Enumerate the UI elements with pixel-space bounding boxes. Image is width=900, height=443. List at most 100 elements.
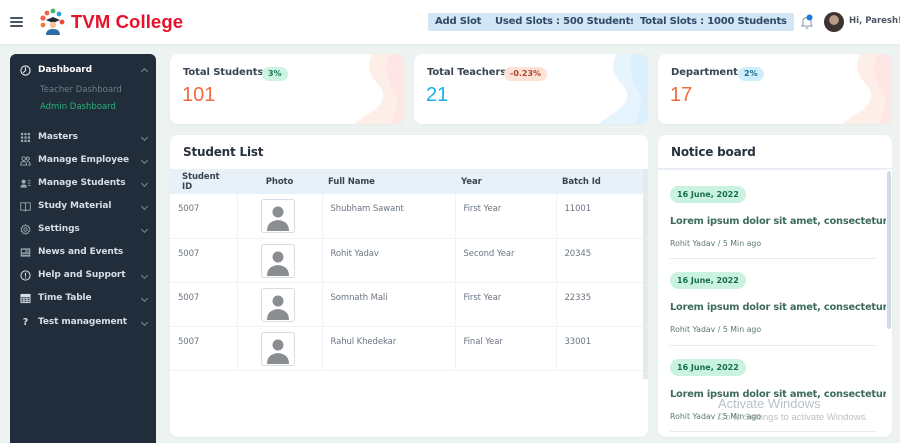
newspaper-icon xyxy=(20,247,31,257)
cell-photo xyxy=(237,238,323,283)
column-header-photo[interactable]: Photo xyxy=(237,169,322,194)
sidebar-item-time-table[interactable]: Time Table xyxy=(10,288,156,308)
sidebar-item-dashboard[interactable]: Dashboard xyxy=(10,60,156,80)
notice-date-badge: 16 June, 2022 xyxy=(670,272,746,289)
student-photo-placeholder-icon xyxy=(260,243,295,278)
stat-card-department: Department 2% 17 xyxy=(658,54,892,124)
total-slots-badge: Total Slots : 1000 Students xyxy=(633,13,794,31)
student-list-panel: Student List Student ID Photo Full Name … xyxy=(170,135,648,437)
stat-card-total-students: Total Students 3% 101 xyxy=(170,54,404,124)
sidebar-item-label: Test management xyxy=(38,317,128,327)
sidebar-item-settings[interactable]: Settings xyxy=(10,219,156,239)
stat-badge: -0.23% xyxy=(504,67,548,81)
sidebar-item-help-and-support[interactable]: Help and Support xyxy=(10,265,156,285)
cell-full-name: Rohit Yadav xyxy=(322,238,456,283)
sidebar-item-news-and-events[interactable]: News and Events xyxy=(10,242,156,262)
sidebar-item-label: Help and Support xyxy=(38,270,126,280)
stat-title: Total Students xyxy=(183,67,264,78)
book-icon xyxy=(20,201,31,212)
stat-badge: 3% xyxy=(262,67,288,81)
chevron-down-icon xyxy=(140,225,149,233)
chevron-down-icon xyxy=(140,202,149,210)
info-circle-icon xyxy=(20,269,31,281)
table-scrollbar[interactable] xyxy=(643,169,648,379)
notice-item[interactable]: 16 June, 2022 Lorem ipsum dolor sit amet… xyxy=(670,355,888,421)
add-slot-button[interactable]: Add Slot xyxy=(428,13,489,31)
column-header-student-id[interactable]: Student ID xyxy=(170,169,237,194)
cell-year: First Year xyxy=(455,194,557,239)
question-icon: ? xyxy=(22,316,29,328)
table-row[interactable]: 5007 Rahul Khedekar Final Year 33001 xyxy=(170,326,643,371)
sidebar-item-label: Settings xyxy=(38,224,80,234)
chevron-down-icon xyxy=(140,156,149,164)
student-photo-placeholder-icon xyxy=(260,199,295,233)
used-slots-badge: Used Slots : 500 Students xyxy=(488,13,643,31)
decorative-blob xyxy=(842,54,892,124)
notice-board-title: Notice board xyxy=(671,145,756,159)
user-avatar[interactable] xyxy=(824,12,844,32)
stat-value: 17 xyxy=(670,84,693,106)
sidebar: Dashboard Teacher Dashboard Admin Dashbo… xyxy=(10,54,156,443)
stat-value: 101 xyxy=(182,84,216,106)
table-row[interactable]: 5007 Rohit Yadav Second Year 20345 xyxy=(170,238,643,283)
column-header-full-name[interactable]: Full Name xyxy=(322,169,455,194)
sidebar-item-label: News and Events xyxy=(38,247,124,257)
cell-batch-id: 11001 xyxy=(556,194,643,239)
sidebar-item-label: Study Material xyxy=(38,201,112,211)
cell-photo xyxy=(237,326,323,371)
notice-header-divider xyxy=(658,168,892,170)
cell-full-name: Somnath Mali xyxy=(322,282,456,327)
notice-divider xyxy=(670,431,876,432)
decorative-blob xyxy=(354,54,404,124)
dashboard-gauge-icon xyxy=(20,64,31,76)
table-row[interactable]: 5007 Somnath Mali First Year 22335 xyxy=(170,282,643,327)
notice-date-badge: 16 June, 2022 xyxy=(670,186,746,203)
notice-scrollbar[interactable] xyxy=(886,169,892,437)
column-header-batch-id[interactable]: Batch Id xyxy=(556,169,643,194)
table-row[interactable]: 5007 Shubham Sawant First Year 11001 xyxy=(170,194,643,239)
stat-title: Total Teachers xyxy=(427,67,507,78)
user-greeting[interactable]: Hi, Paresh! xyxy=(849,16,900,26)
sidebar-item-manage-employee[interactable]: Manage Employee xyxy=(10,150,156,170)
grid-icon xyxy=(20,132,31,142)
sidebar-item-label: Manage Students xyxy=(38,178,126,188)
sidebar-item-study-material[interactable]: Study Material xyxy=(10,196,156,216)
column-header-year[interactable]: Year xyxy=(455,169,556,194)
notification-bell-icon[interactable] xyxy=(800,14,814,30)
college-logo-icon xyxy=(40,8,65,35)
cell-photo xyxy=(237,282,323,327)
sidebar-subitem-admin-dashboard[interactable]: Admin Dashboard xyxy=(40,102,116,112)
cell-year: Final Year xyxy=(455,326,557,371)
sidebar-item-label: Manage Employee xyxy=(38,155,130,165)
sidebar-subitem-teacher-dashboard[interactable]: Teacher Dashboard xyxy=(40,85,122,95)
cell-batch-id: 33001 xyxy=(556,326,643,371)
notice-text[interactable]: Lorem ipsum dolor sit amet, consectetur xyxy=(670,302,888,313)
hamburger-menu-icon[interactable] xyxy=(10,17,23,27)
notice-date-badge: 16 June, 2022 xyxy=(670,359,746,376)
sidebar-item-manage-students[interactable]: Manage Students xyxy=(10,173,156,193)
chevron-down-icon xyxy=(140,318,149,326)
sidebar-item-masters[interactable]: Masters xyxy=(10,127,156,147)
sidebar-item-test-management[interactable]: ? Test management xyxy=(10,312,156,332)
student-photo-placeholder-icon xyxy=(260,331,295,366)
top-header: TVM College Add Slot Used Slots : 500 St… xyxy=(0,0,900,44)
notice-meta: Rohit Yadav / 5 Min ago xyxy=(670,412,762,421)
cell-student-id: 5007 xyxy=(170,238,238,283)
stat-card-total-teachers: Total Teachers -0.23% 21 xyxy=(414,54,648,124)
notice-scrollbar-thumb[interactable] xyxy=(887,171,891,329)
cell-year: First Year xyxy=(455,282,557,327)
notice-divider xyxy=(670,258,876,259)
cell-student-id: 5007 xyxy=(170,194,238,239)
cell-photo xyxy=(237,194,323,239)
cell-full-name: Shubham Sawant xyxy=(322,194,456,239)
notice-item[interactable]: 16 June, 2022 Lorem ipsum dolor sit amet… xyxy=(670,268,888,334)
stat-badge: 2% xyxy=(738,67,764,81)
cell-student-id: 5007 xyxy=(170,282,238,327)
notice-item[interactable]: 16 June, 2022 Lorem ipsum dolor sit amet… xyxy=(670,182,888,248)
cell-batch-id: 20345 xyxy=(556,238,643,283)
notice-divider xyxy=(670,345,876,346)
student-photo-placeholder-icon xyxy=(260,287,295,322)
notice-text[interactable]: Lorem ipsum dolor sit amet, consectetur xyxy=(670,216,888,227)
table-header-row: Student ID Photo Full Name Year Batch Id xyxy=(170,169,643,194)
notice-text[interactable]: Lorem ipsum dolor sit amet, consectetur xyxy=(670,389,888,400)
